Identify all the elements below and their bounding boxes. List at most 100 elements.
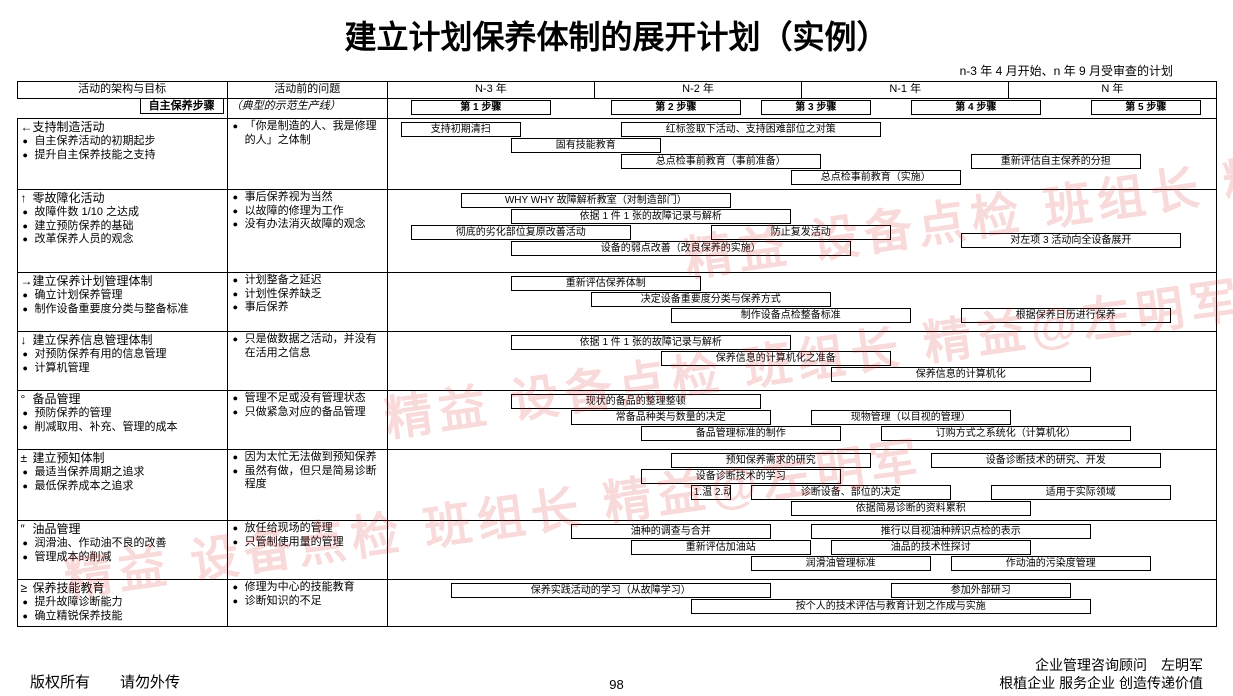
activity-bar: 预知保养需求的研究: [671, 453, 871, 468]
header-year-0: N-3 年: [387, 82, 594, 99]
bullet: 预防保养的管理: [21, 407, 224, 421]
issue-bullet: 只管制使用量的管理: [231, 536, 384, 550]
header-year-1: N-2 年: [594, 82, 801, 99]
activity-bar: 重新评估自主保养的分担: [971, 154, 1141, 169]
section-timeline: 油种的调查与合并推行以目视油种辨识点检的表示重新评估加油站油品的技术性探讨润滑油…: [387, 520, 1216, 579]
footer-right: 企业管理咨询顾问 左明军 根植企业 服务企业 创造传递价值: [999, 656, 1203, 692]
section-issues: 事后保养视为当然以故障的修理为工作没有办法消灭故障的观念: [227, 189, 387, 272]
issue-bullet: 诊断知识的不足: [231, 595, 384, 609]
activity-bar: 润滑油管理标准: [751, 556, 931, 571]
page-subtitle: n-3 年 4 月开始、n 年 9 月受审查的计划: [0, 62, 1233, 79]
bullet: 故障件数 1/10 之达成: [21, 206, 224, 220]
plan-table: 活动的架构与目标 活动前的问题 N-3 年 N-2 年 N-1 年 N 年 自主…: [17, 81, 1217, 627]
step-5: 第 5 步骤: [1091, 100, 1201, 115]
bullet: 改革保养人员的观念: [21, 233, 224, 247]
section-structure: ↓建立保养信息管理体制对预防保养有用的信息管理计算机管理: [17, 331, 227, 390]
section-structure: ±建立预知体制最适当保养周期之追求最低保养成本之追求: [17, 449, 227, 520]
section-structure: ↑零故障化活动故障件数 1/10 之达成建立预防保养的基础改革保养人员的观念: [17, 189, 227, 272]
activity-bar: 彻底的劣化部位复原改善活动: [411, 225, 631, 240]
section-structure: ←支持制造活动自主保养活动的初期起步提升自主保养技能之支持: [17, 118, 227, 189]
section-issues: 只是做数据之活动，并没有在活用之信息: [227, 331, 387, 390]
section-timeline: 保养实践活动的学习（从故障学习） 参加外部研习按个人的技术评估与教育计划之作成与实…: [387, 579, 1216, 626]
activity-bar: 保养信息的计算机化之准备: [661, 351, 891, 366]
issue-bullet: 「你是制造的人、我是修理的人」之体制: [231, 120, 384, 148]
activity-bar: 推行以目视油种辨识点检的表示: [811, 524, 1091, 539]
activity-bar: 订购方式之系统化（计算机化）: [881, 426, 1131, 441]
bullet: 确立计划保养管理: [21, 289, 224, 303]
activity-bar: 重新评估加油站: [631, 540, 811, 555]
bullet: 提升自主保养技能之支持: [21, 149, 224, 163]
section-issues: 放任给现场的管理只管制使用量的管理: [227, 520, 387, 579]
section-timeline: WHY WHY 故障解析教室（对制造部门）依据 1 件 1 张的故障记录与解析彻…: [387, 189, 1216, 272]
activity-bar: 1.温 2.动: [691, 485, 731, 500]
section-row: ″油品管理润滑油、作动油不良的改善管理成本的削减放任给现场的管理只管制使用量的管…: [17, 520, 1216, 579]
section-structure: ≥保养技能教育提升故障诊断能力确立精锐保养技能: [17, 579, 227, 626]
self-maint-label: 自主保养步骤: [17, 98, 227, 118]
activity-bar: 依据简易诊断的资料累积: [791, 501, 1031, 516]
section-structure: ″油品管理润滑油、作动油不良的改善管理成本的削减: [17, 520, 227, 579]
activity-bar: 防止复发活动: [711, 225, 891, 240]
activity-bar: 设备诊断技术的研究、开发: [931, 453, 1161, 468]
activity-bar: 依据 1 件 1 张的故障记录与解析: [511, 335, 791, 350]
section-issues: 计划整备之延迟计划性保养缺乏事后保养: [227, 272, 387, 331]
section-timeline: 支持初期清扫红标签取下活动、支持困难部位之对策固有技能教育总点检事前教育（事前准…: [387, 118, 1216, 189]
header-year-3: N 年: [1009, 82, 1216, 99]
section-issues: 修理为中心的技能教育诊断知识的不足: [227, 579, 387, 626]
section-timeline: 依据 1 件 1 张的故障记录与解析保养信息的计算机化之准备保养信息的计算机化: [387, 331, 1216, 390]
activity-bar: 支持初期清扫: [401, 122, 521, 137]
activity-bar: 诊断设备、部位的决定: [751, 485, 951, 500]
activity-bar: 重新评估保养体制: [511, 276, 701, 291]
bullet: 对预防保养有用的信息管理: [21, 348, 224, 362]
issue-bullet: 因为太忙无法做到预知保养: [231, 451, 384, 465]
section-row: ←支持制造活动自主保养活动的初期起步提升自主保养技能之支持「你是制造的人、我是修…: [17, 118, 1216, 189]
issue-bullet: 虽然有做，但只是简易诊断程度: [231, 465, 384, 493]
section-row: ≥保养技能教育提升故障诊断能力确立精锐保养技能修理为中心的技能教育诊断知识的不足…: [17, 579, 1216, 626]
bullet: 最适当保养周期之追求: [21, 466, 224, 480]
section-row: ↑零故障化活动故障件数 1/10 之达成建立预防保养的基础改革保养人员的观念事后…: [17, 189, 1216, 272]
bullet: 自主保养活动的初期起步: [21, 135, 224, 149]
step-1: 第 1 步骤: [411, 100, 551, 115]
issue-bullet: 事后保养视为当然: [231, 191, 384, 205]
footer-left: 版权所有 请勿外传: [30, 671, 180, 692]
bullet: 削减取用、补充、管理的成本: [21, 421, 224, 435]
bullet: 制作设备重要度分类与整备标准: [21, 303, 224, 317]
bullet: 提升故障诊断能力: [21, 596, 224, 610]
activity-bar: 总点检事前教育（实施）: [791, 170, 961, 185]
section-issues: 因为太忙无法做到预知保养虽然有做，但只是简易诊断程度: [227, 449, 387, 520]
bullet: 最低保养成本之追求: [21, 480, 224, 494]
issue-bullet: 以故障的修理为工作: [231, 205, 384, 219]
self-maint-steps-area: 第 1 步骤 第 2 步骤 第 3 步骤 第 4 步骤 第 5 步骤: [387, 98, 1216, 118]
section-row: ↓建立保养信息管理体制对预防保养有用的信息管理计算机管理只是做数据之活动，并没有…: [17, 331, 1216, 390]
step-4: 第 4 步骤: [911, 100, 1041, 115]
activity-bar: 按个人的技术评估与教育计划之作成与实施: [691, 599, 1091, 614]
activity-bar: 现物管理（以目视的管理）: [811, 410, 1011, 425]
activity-bar: 保养实践活动的学习（从故障学习）: [451, 583, 771, 598]
activity-bar: 参加外部研习: [891, 583, 1071, 598]
issue-bullet: 只是做数据之活动，并没有在活用之信息: [231, 333, 384, 361]
header-year-2: N-1 年: [802, 82, 1009, 99]
activity-bar: 根据保养日历进行保养: [961, 308, 1171, 323]
header-col1: 活动的架构与目标: [17, 82, 227, 99]
activity-bar: 作动油的污染度管理: [951, 556, 1151, 571]
issue-bullet: 放任给现场的管理: [231, 522, 384, 536]
page-title: 建立计划保养体制的展开计划（实例）: [0, 0, 1233, 62]
issue-bullet: 没有办法消灭故障的观念: [231, 218, 384, 232]
activity-bar: 油种的调查与合并: [571, 524, 771, 539]
activity-bar: 红标签取下活动、支持困难部位之对策: [621, 122, 881, 137]
bullet: 建立预防保养的基础: [21, 220, 224, 234]
activity-bar: 保养信息的计算机化: [831, 367, 1091, 382]
issue-bullet: 计划整备之延迟: [231, 274, 384, 288]
activity-bar: 现状的备品的整理整顿: [511, 394, 761, 409]
section-row: °备品管理预防保养的管理削减取用、补充、管理的成本管理不足或没有管理状态只做紧急…: [17, 390, 1216, 449]
section-structure: →建立保养计划管理体制确立计划保养管理制作设备重要度分类与整备标准: [17, 272, 227, 331]
section-issues: 管理不足或没有管理状态只做紧急对应的备品管理: [227, 390, 387, 449]
activity-bar: 适用于实际领域: [991, 485, 1171, 500]
activity-bar: 常备品种类与数量的决定: [571, 410, 771, 425]
activity-bar: 备品管理标准的制作: [641, 426, 841, 441]
bullet: 计算机管理: [21, 362, 224, 376]
activity-bar: 制作设备点检整备标准: [671, 308, 911, 323]
step-3: 第 3 步骤: [761, 100, 871, 115]
section-structure: °备品管理预防保养的管理削减取用、补充、管理的成本: [17, 390, 227, 449]
activity-bar: 固有技能教育: [511, 138, 661, 153]
activity-bar: WHY WHY 故障解析教室（对制造部门）: [461, 193, 731, 208]
